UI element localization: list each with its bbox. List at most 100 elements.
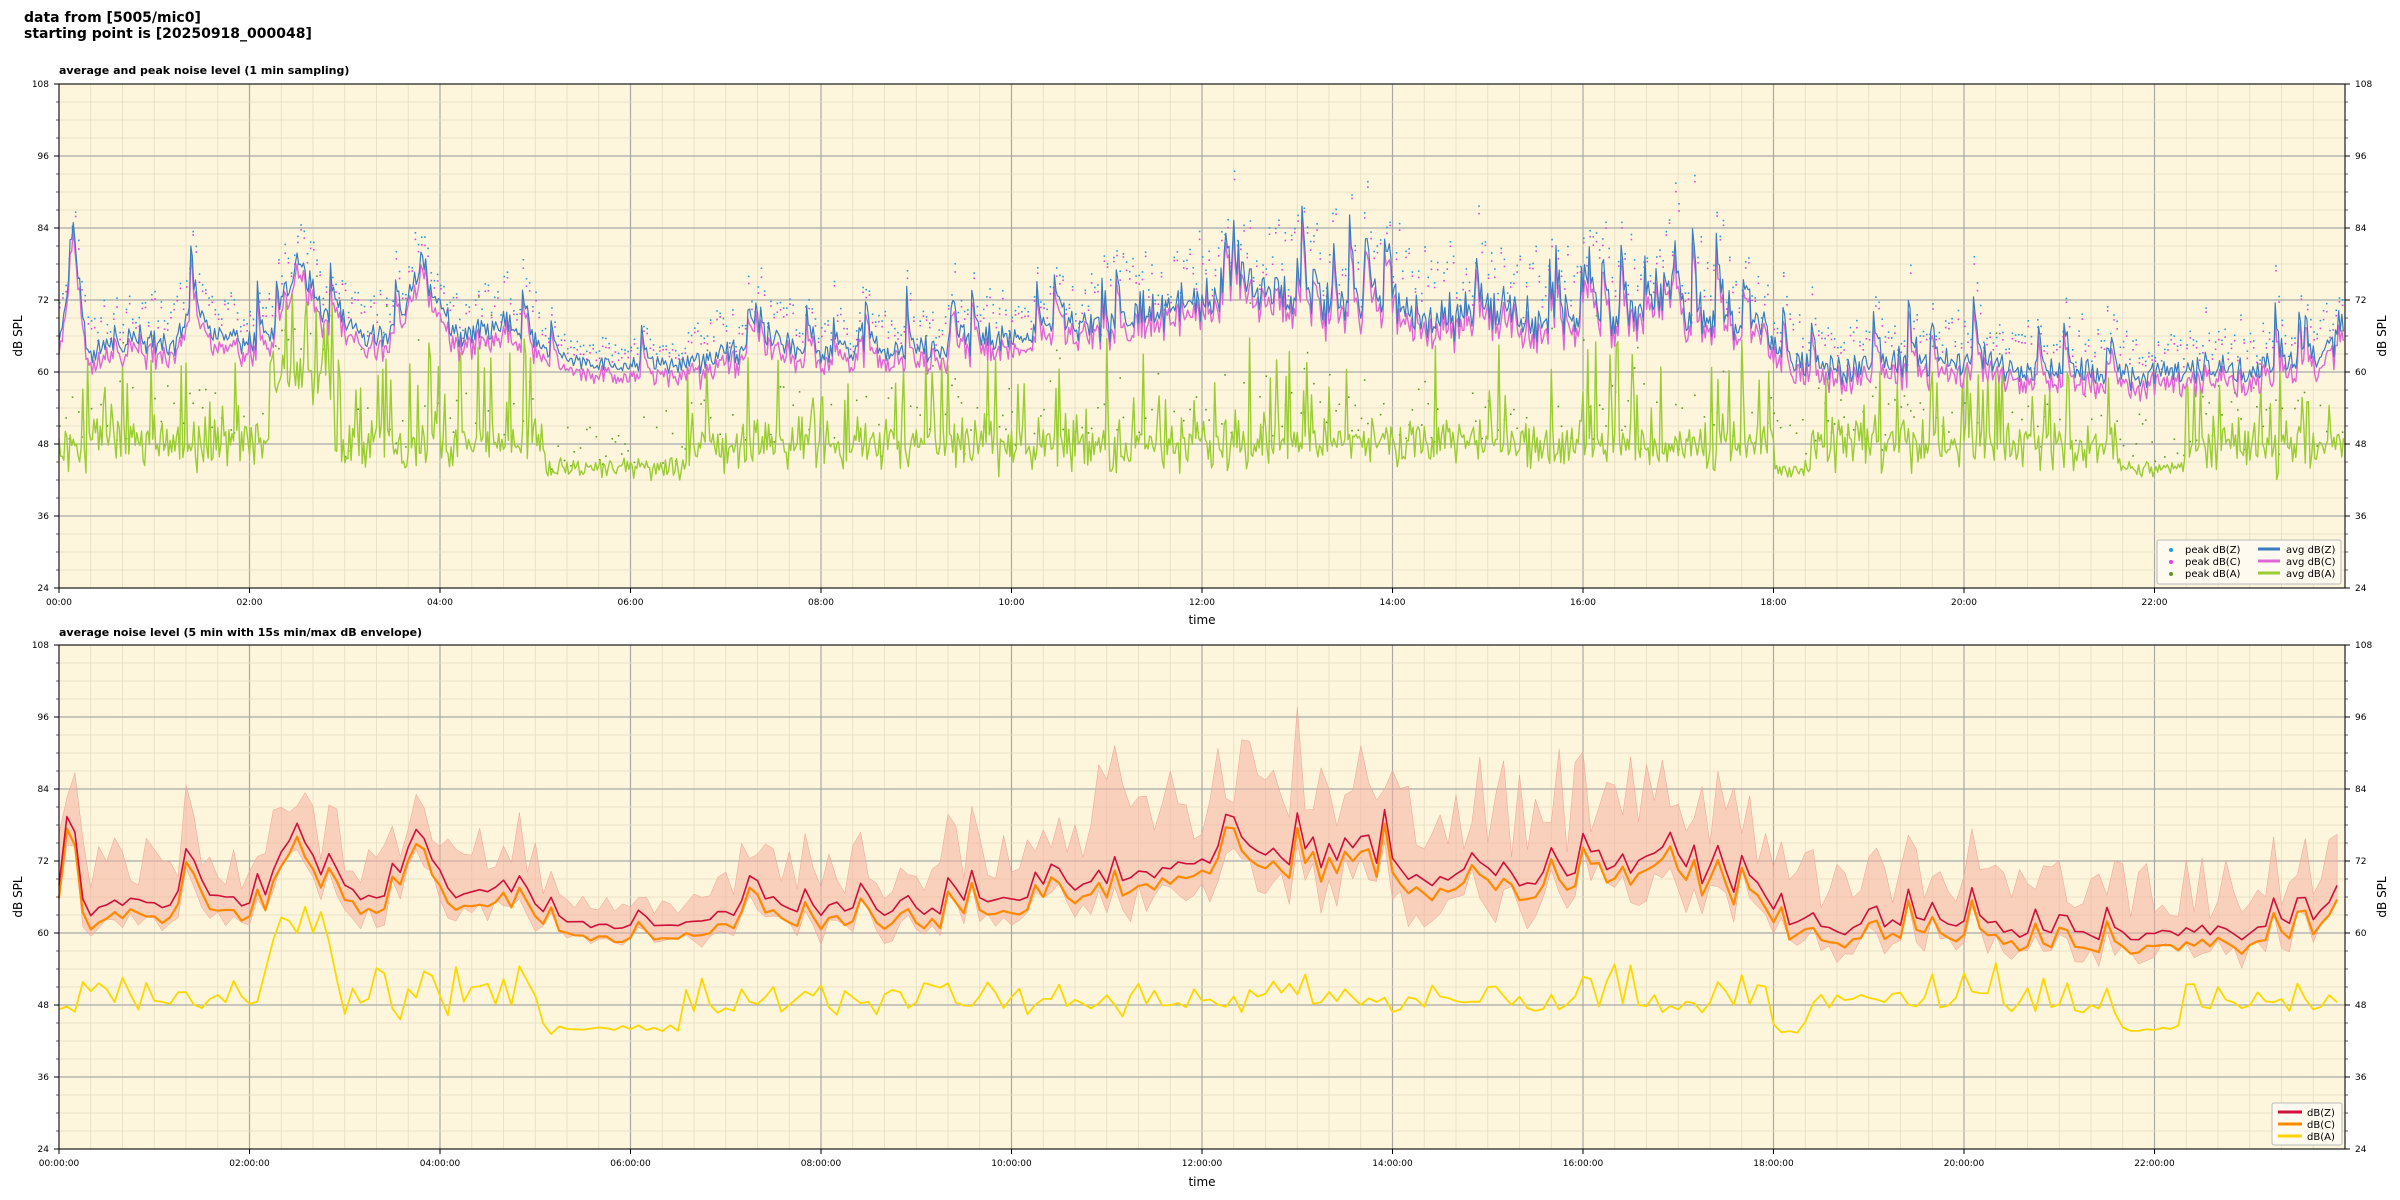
peak-dbc-point	[112, 318, 115, 320]
peak-dbc-point	[678, 358, 680, 360]
peak-dba-point	[1033, 432, 1036, 435]
peak-dbz-point	[567, 347, 569, 350]
peak-dba-point	[779, 386, 782, 388]
peak-dbc-point	[436, 280, 439, 282]
peak-dbz-point	[2208, 332, 2211, 335]
peak-dbz-point	[1014, 309, 1017, 312]
peak-dbc-point	[960, 305, 963, 308]
peak-dbz-point	[1913, 320, 1915, 323]
peak-dbz-point	[182, 302, 185, 304]
peak-dbc-point	[1532, 267, 1534, 270]
peak-dbc-point	[763, 294, 766, 297]
peak-dbz-point	[1671, 251, 1674, 253]
peak-dbz-point	[846, 327, 848, 330]
peak-dbc-point	[948, 308, 950, 310]
peak-dbc-point	[941, 333, 944, 336]
peak-dba-point	[154, 397, 156, 400]
peak-dbc-point	[268, 298, 271, 300]
peak-dbz-point	[862, 286, 864, 289]
peak-dbc-point	[1817, 334, 1820, 337]
peak-dbz-point	[2262, 322, 2265, 325]
peak-dbz-point	[290, 272, 293, 274]
peak-dba-point	[2122, 444, 2125, 447]
peak-dbz-point	[243, 319, 245, 321]
peak-dbz-point	[449, 301, 452, 304]
peak-dbz-point	[1713, 264, 1715, 267]
peak-dbc-point	[2198, 359, 2201, 361]
peak-dbz-point	[1205, 269, 1207, 272]
peak-dbc-point	[1071, 289, 1074, 291]
peak-dbc-point	[840, 313, 842, 316]
peak-dba-point	[163, 444, 166, 446]
peak-dbc-point	[1313, 240, 1315, 243]
peak-dbz-point	[1608, 247, 1610, 250]
peak-dbz-point	[433, 279, 436, 282]
peak-dbc-point	[684, 352, 687, 354]
peak-dba-point	[278, 347, 280, 350]
peak-dbc-point	[1249, 227, 1252, 229]
peak-dbc-point	[433, 287, 436, 289]
peak-dbz-point	[1357, 261, 1360, 264]
peak-dbz-point	[1398, 222, 1401, 225]
peak-dbz-point	[1224, 233, 1226, 236]
peak-dbz-point	[1128, 270, 1131, 273]
peak-dbz-point	[2329, 329, 2331, 332]
peak-dba-point	[1814, 439, 1817, 442]
peak-dbz-point	[1684, 292, 1687, 294]
peak-dbz-point	[2164, 348, 2166, 351]
peak-dbc-point	[1068, 307, 1071, 309]
peak-dbz-point	[201, 284, 204, 286]
peak-dba-point	[1675, 403, 1677, 406]
peak-dbc-point	[2183, 366, 2185, 368]
peak-dbz-point	[1411, 271, 1414, 273]
peak-dbc-point	[1195, 288, 1198, 290]
peak-dba-point	[1329, 373, 1331, 376]
legend-marker-peak-c	[2169, 560, 2173, 564]
peak-dbz-point	[338, 292, 340, 295]
peak-dbc-point	[598, 357, 601, 360]
peak-dbz-point	[627, 350, 629, 353]
peak-dbc-point	[405, 297, 407, 300]
peak-dbz-point	[1408, 248, 1410, 250]
peak-dba-point	[2202, 395, 2204, 398]
peak-dbc-point	[1211, 294, 1214, 297]
peak-dbz-point	[230, 292, 233, 294]
peak-dbz-point	[2306, 304, 2309, 306]
peak-dbc-point	[1173, 259, 1176, 262]
peak-dbz-point	[630, 346, 633, 349]
peak-dbz-point	[1379, 239, 1382, 241]
peak-dbz-point	[824, 323, 826, 325]
peak-dbz-point	[897, 331, 899, 334]
peak-dbz-point	[1157, 294, 1160, 297]
peak-dba-point	[2091, 418, 2093, 421]
peak-dbz-point	[633, 338, 636, 341]
peak-dbc-point	[1992, 349, 1995, 351]
peak-dba-point	[830, 403, 833, 406]
peak-dbz-point	[2052, 344, 2055, 346]
peak-dbz-point	[944, 316, 947, 318]
peak-dba-point	[773, 441, 775, 443]
peak-dbz-point	[1551, 238, 1553, 241]
peak-dbc-point	[1119, 279, 1122, 281]
peak-dbc-point	[389, 321, 391, 323]
peak-dbz-point	[154, 290, 156, 293]
peak-dbc-point	[519, 313, 521, 315]
peak-dbc-point	[798, 335, 801, 338]
peak-dbz-point	[1106, 263, 1109, 265]
peak-dbz-point	[1652, 282, 1655, 285]
peak-dba-point	[198, 389, 201, 391]
peak-dbz-point	[830, 332, 833, 334]
peak-dbz-point	[1944, 320, 1947, 322]
peak-dbc-point	[287, 262, 290, 264]
peak-dba-point	[1290, 391, 1293, 394]
peak-dbz-point	[427, 247, 429, 250]
peak-dbz-point	[1459, 298, 1461, 301]
peak-dbz-point	[700, 335, 702, 337]
peak-dbz-point	[474, 299, 477, 301]
peak-dbc-point	[278, 262, 280, 264]
peak-dbc-point	[1694, 180, 1696, 183]
peak-dbc-point	[2138, 362, 2141, 364]
peak-dbz-point	[840, 307, 842, 310]
peak-dbz-point	[144, 302, 147, 304]
peak-dbc-point	[141, 307, 144, 310]
